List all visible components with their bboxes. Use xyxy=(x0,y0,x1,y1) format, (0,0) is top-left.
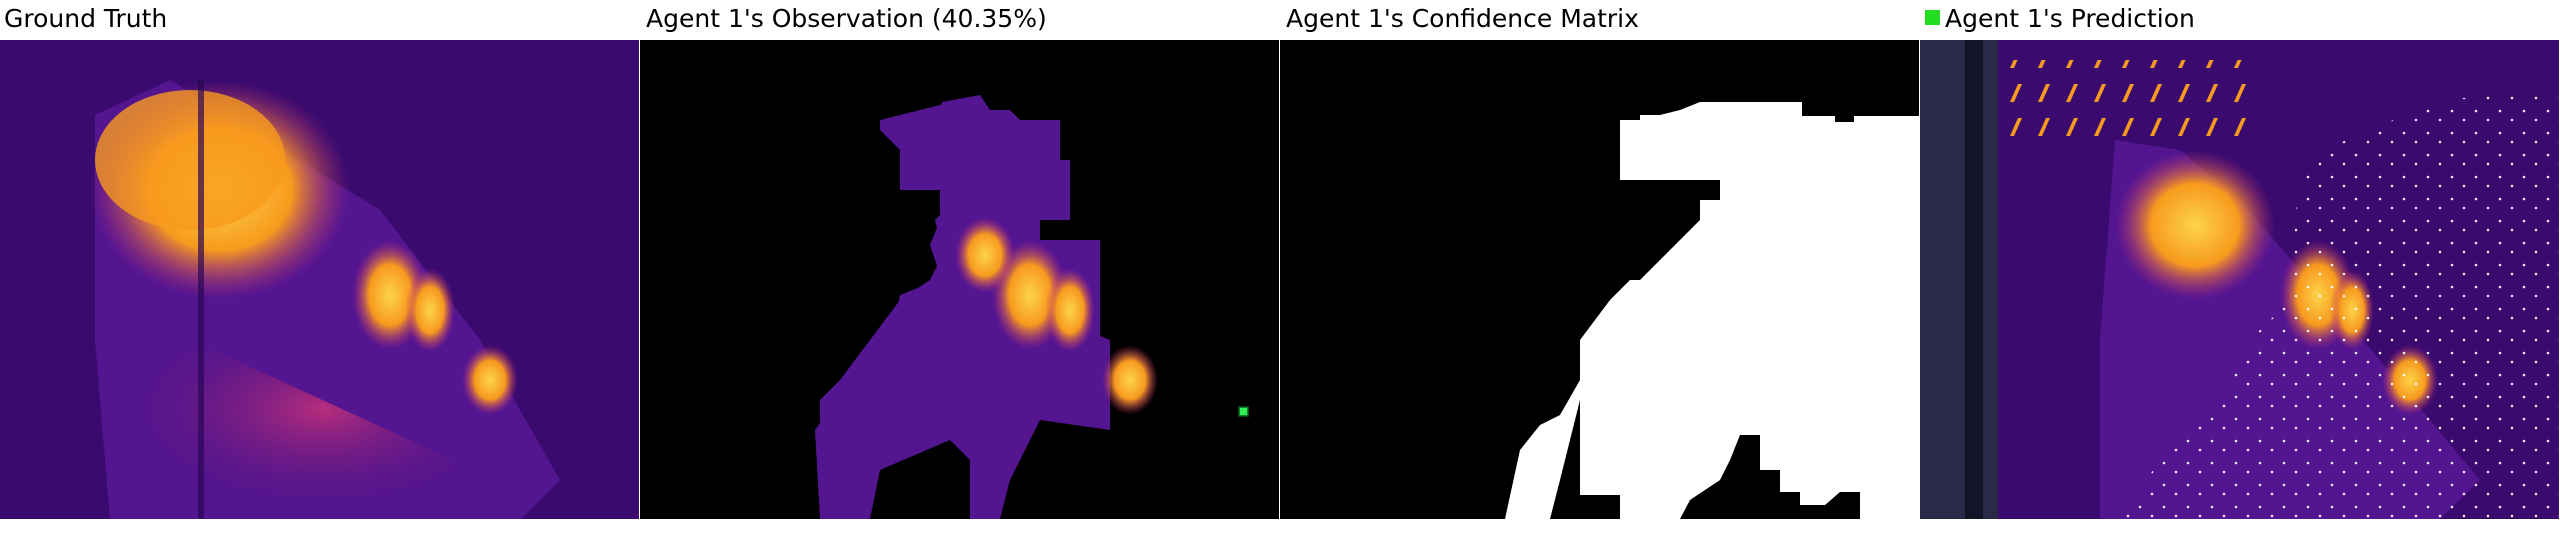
obs-hole-bottom xyxy=(870,440,970,519)
ground-truth-heatmap xyxy=(0,40,639,519)
confidence-matrix xyxy=(1280,40,1919,519)
pred-left-line xyxy=(1965,40,1983,519)
pred-dot-overlay xyxy=(2120,90,2559,519)
obs-visible-area xyxy=(820,95,1110,519)
gt-line xyxy=(198,80,204,519)
gt-hotspot-4 xyxy=(405,268,455,352)
gt-hotspot-3 xyxy=(462,345,518,415)
confidence-notch xyxy=(1618,180,1720,280)
obs-hotspot-4 xyxy=(955,217,1015,293)
pred-arrow-row xyxy=(2000,60,2260,145)
pred-left-strip xyxy=(1920,40,1998,519)
gt-lower-glow xyxy=(105,300,540,519)
confidence-known-area xyxy=(1580,102,1919,519)
prediction-panel xyxy=(1920,40,2559,519)
agent-marker xyxy=(1238,406,1249,417)
confidence-lower-left xyxy=(1505,230,1760,519)
observation-heatmap xyxy=(640,40,1279,519)
observation-panel xyxy=(640,40,1279,519)
pred-hotspot-main xyxy=(2115,150,2275,300)
obs-hole-right xyxy=(1000,420,1110,519)
obs-hotspot-2 xyxy=(1045,268,1095,352)
ground-truth-panel xyxy=(0,40,639,519)
ground-truth-title: Ground Truth xyxy=(4,4,168,33)
prediction-legend-swatch xyxy=(1925,9,1940,25)
gt-hotspot-core xyxy=(95,90,285,230)
confidence-hole xyxy=(1680,435,1860,519)
prediction-heatmap xyxy=(1920,40,2559,519)
confidence-panel xyxy=(1280,40,1919,519)
obs-hotspot-3 xyxy=(1102,345,1158,415)
prediction-title: Agent 1's Prediction xyxy=(1945,4,2195,33)
prediction-title-wrap: Agent 1's Prediction xyxy=(1925,2,2195,36)
confidence-title: Agent 1's Confidence Matrix xyxy=(1286,4,1639,33)
observation-title: Agent 1's Observation (40.35%) xyxy=(646,4,1047,33)
